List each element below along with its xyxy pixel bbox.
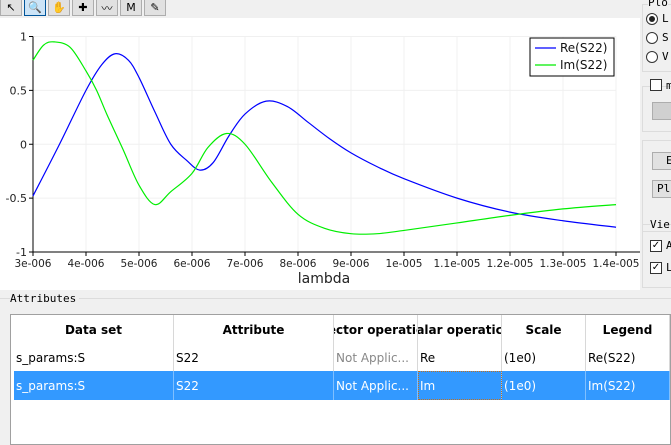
zoom-tool-button[interactable]: 🔍 (24, 0, 46, 16)
series-line-1 (32, 41, 617, 235)
x-tick-label: 1.4e-005 (593, 258, 640, 270)
cell-3[interactable]: Im (418, 371, 502, 400)
pointer-icon: ↖ (6, 1, 16, 14)
option-checkbox-label: m (666, 79, 671, 92)
disabled-button[interactable] (652, 102, 671, 120)
view-checkbox-l-label: L (666, 261, 671, 274)
pan-icon: ✋ (52, 1, 66, 14)
zoom-icon: 🔍 (28, 1, 42, 14)
x-tick-label: 6e-006 (174, 258, 211, 270)
cell-0[interactable]: Data set (14, 315, 174, 344)
attributes-title: Attributes (10, 292, 80, 305)
legend-label-1: Im(S22) (560, 58, 607, 72)
y-tick-label: 1 (20, 31, 27, 44)
pointer-tool-button[interactable]: ↖ (0, 0, 22, 16)
view-checkbox-l[interactable]: ✓ (650, 262, 662, 274)
marker-tool-button[interactable]: M (120, 0, 142, 16)
y-tick-label: 0 (20, 138, 27, 151)
x-tick-label: 1.1e-005 (434, 258, 481, 270)
radio-s[interactable] (646, 32, 658, 44)
zoom-box-icon: ✚ (78, 1, 88, 14)
line-chart: 3e-006 4e-006 5e-006 6e-006 7e-006 8e-006 9e-0… (6, 31, 640, 287)
table-row-selected[interactable]: s_params:S S22 Not Applic... Im (1e0) Im(S22) (14, 371, 670, 400)
x-tick-label: 7e-006 (227, 258, 264, 270)
cell-4[interactable]: (1e0) (502, 371, 586, 400)
zoom-box-tool-button[interactable]: ✚ (72, 0, 94, 16)
cell-3[interactable]: alar operatic (418, 315, 502, 344)
x-tick-label: 4e-006 (68, 258, 105, 270)
legend-box (529, 37, 615, 77)
actions-group (642, 140, 671, 232)
view-checkbox-a[interactable]: ✓ (650, 240, 662, 252)
y-tick-label: -1 (16, 246, 27, 259)
plot-style-icon: 〰 (101, 1, 113, 15)
x-tick-label: 5e-006 (121, 258, 158, 270)
option-checkbox[interactable] (650, 79, 662, 91)
x-tick-label: 1.3e-005 (540, 258, 587, 270)
pencil-tool-button[interactable]: ✎ (144, 0, 166, 16)
y-tick-label: -0.5 (6, 192, 27, 205)
cell-1[interactable]: S22 (174, 343, 334, 372)
plot-button[interactable]: Plo (652, 180, 671, 198)
plot-type-group-title: Plo (648, 0, 668, 9)
cell-5[interactable]: Im(S22) (586, 371, 670, 400)
series-line-0 (32, 53, 617, 228)
cell-1[interactable]: Attribute (174, 315, 334, 344)
radio-v[interactable] (646, 51, 658, 63)
cell-4[interactable]: Scale (502, 315, 586, 344)
radio-s-label: S (662, 31, 669, 44)
right-panel: Plo L S V m E Plo Vie ✓ A ✓ L (640, 0, 671, 295)
cell-5[interactable]: Re(S22) (586, 343, 670, 372)
cell-5[interactable]: Legend (586, 315, 670, 344)
x-tick-label: 8e-006 (280, 258, 317, 270)
view-group (642, 224, 671, 288)
cell-0[interactable]: s_params:S (14, 343, 174, 372)
pan-tool-button[interactable]: ✋ (48, 0, 70, 16)
cell-1[interactable]: S22 (174, 371, 334, 400)
x-axis-label: lambda (298, 271, 350, 287)
y-tick-label: 0.5 (10, 84, 28, 97)
cell-2[interactable]: Not Applic... (334, 343, 418, 372)
cell-3[interactable]: Re (418, 343, 502, 372)
view-checkbox-a-label: A (666, 239, 671, 252)
cell-2[interactable]: Not Applic... (334, 371, 418, 400)
view-group-title: Vie (650, 218, 670, 231)
e-button[interactable]: E (652, 152, 671, 170)
radio-l-label: L (662, 12, 669, 25)
radio-v-label: V (662, 50, 669, 63)
x-tick-label: 9e-006 (333, 258, 370, 270)
radio-l[interactable] (646, 13, 658, 25)
attributes-divider (0, 298, 671, 299)
legend-label-0: Re(S22) (560, 41, 607, 55)
marker-icon: M (126, 1, 136, 14)
cell-0[interactable]: s_params:S (14, 371, 174, 400)
x-tick-label: 1e-005 (386, 258, 423, 270)
table-row[interactable]: s_params:S S22 Not Applic... Re (1e0) Re(S22) (14, 343, 670, 372)
pencil-icon: ✎ (150, 1, 160, 14)
x-tick-label: 3e-006 (15, 258, 52, 270)
cell-4[interactable]: (1e0) (502, 343, 586, 372)
plot-panel: 3e-006 4e-006 5e-006 6e-006 7e-006 8e-006 9e-0… (0, 18, 640, 290)
x-tick-label: 1.2e-005 (487, 258, 534, 270)
plot-style-tool-button[interactable]: 〰 (96, 0, 118, 16)
plot-toolbar: ↖ 🔍 ✋ ✚ 〰 M ✎ (0, 0, 166, 16)
